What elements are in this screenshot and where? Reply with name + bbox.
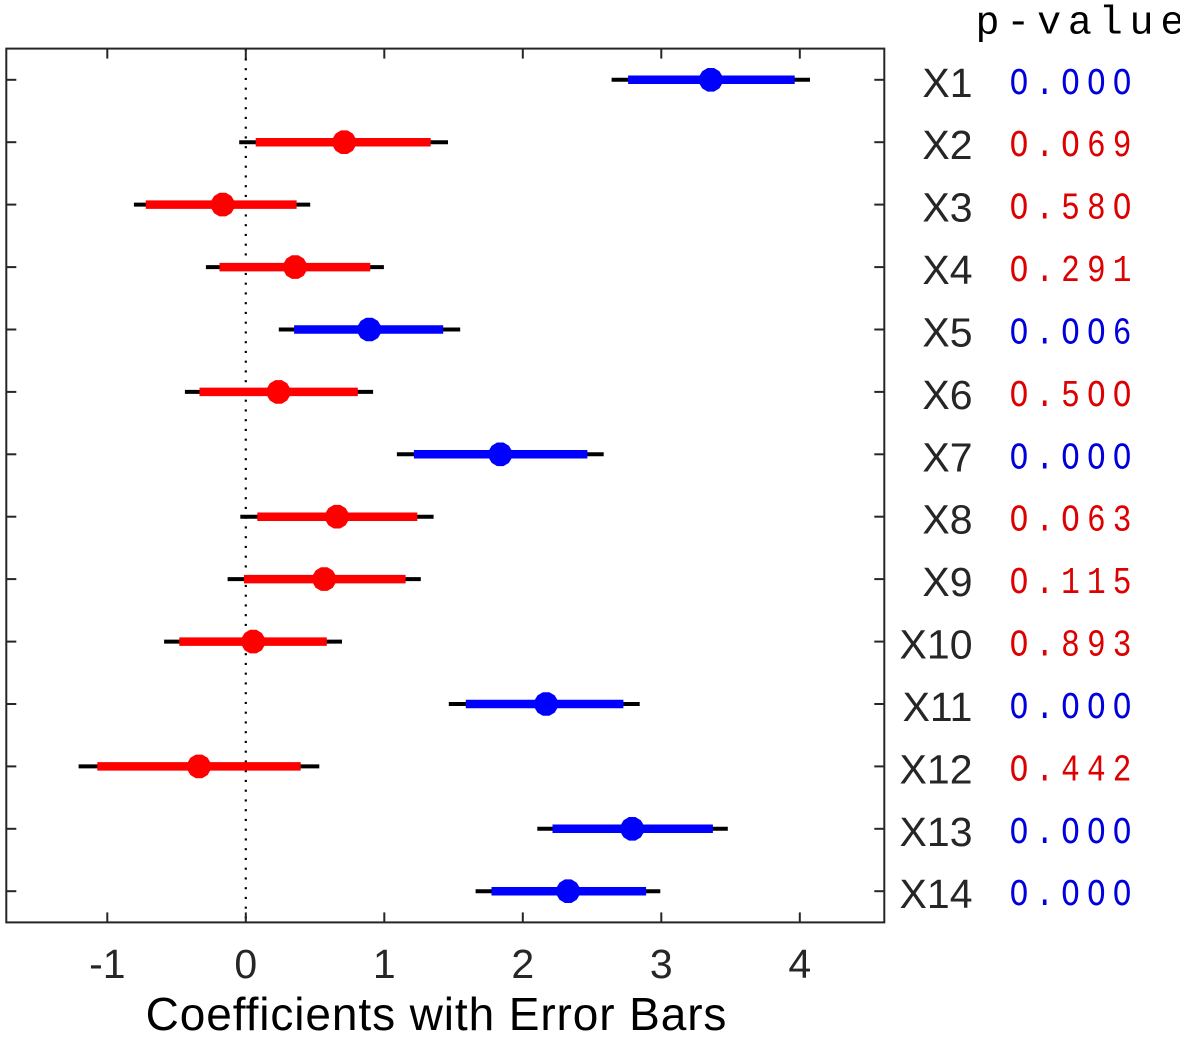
svg-text:O.OOO: O.OOO xyxy=(1010,438,1139,481)
svg-text:X2: X2 xyxy=(922,122,972,168)
svg-text:X14: X14 xyxy=(900,871,973,917)
svg-text:X1: X1 xyxy=(922,60,972,106)
svg-text:O.5OO: O.5OO xyxy=(1010,375,1139,418)
svg-text:X5: X5 xyxy=(922,310,972,356)
svg-text:X7: X7 xyxy=(922,434,972,480)
svg-text:2: 2 xyxy=(511,941,534,987)
svg-text:X13: X13 xyxy=(900,809,973,855)
svg-text:O.OOO: O.OOO xyxy=(1010,687,1139,730)
svg-text:3: 3 xyxy=(650,941,673,987)
svg-text:1: 1 xyxy=(373,941,396,987)
svg-text:Coefficients with Error Bars: Coefficients with Error Bars xyxy=(146,988,728,1039)
svg-text:X3: X3 xyxy=(922,185,972,231)
svg-text:O.58O: O.58O xyxy=(1010,188,1139,231)
svg-text:p-value: p-value xyxy=(976,2,1180,47)
svg-text:0: 0 xyxy=(234,941,257,987)
svg-text:O.OO6: O.OO6 xyxy=(1010,313,1139,356)
svg-text:O.O63: O.O63 xyxy=(1010,500,1139,543)
svg-text:O.O69: O.O69 xyxy=(1010,126,1139,169)
svg-text:O.442: O.442 xyxy=(1010,750,1139,793)
svg-text:X4: X4 xyxy=(922,247,972,293)
svg-text:X12: X12 xyxy=(900,746,973,792)
svg-text:X8: X8 xyxy=(922,497,972,543)
svg-text:X9: X9 xyxy=(922,559,972,605)
svg-text:X10: X10 xyxy=(900,622,973,668)
svg-text:O.893: O.893 xyxy=(1010,625,1139,668)
svg-text:O.OOO: O.OOO xyxy=(1010,875,1139,918)
svg-text:O.115: O.115 xyxy=(1010,562,1139,605)
svg-text:X11: X11 xyxy=(903,684,973,730)
svg-text:O.291: O.291 xyxy=(1010,250,1139,293)
svg-text:4: 4 xyxy=(788,941,811,987)
svg-text:O.OOO: O.OOO xyxy=(1010,63,1139,106)
svg-text:X6: X6 xyxy=(922,372,972,418)
svg-text:O.OOO: O.OOO xyxy=(1010,812,1139,855)
svg-text:-1: -1 xyxy=(89,941,125,987)
